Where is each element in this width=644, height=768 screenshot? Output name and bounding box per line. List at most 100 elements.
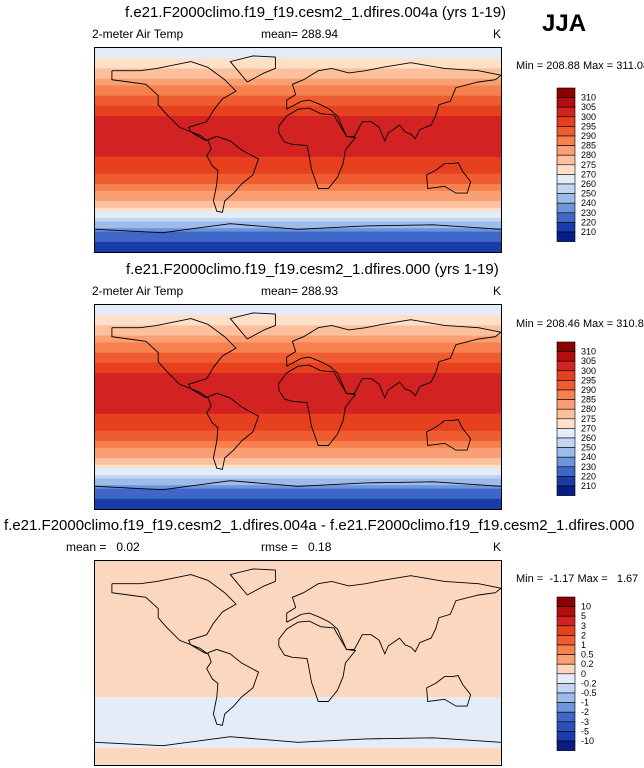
field-band <box>95 352 501 357</box>
field-band <box>95 75 501 80</box>
field-band <box>95 424 501 428</box>
field-band <box>95 629 501 633</box>
colorbar-box <box>556 437 576 448</box>
field-band <box>95 724 501 729</box>
panel-1-field <box>95 48 501 252</box>
field-band <box>95 758 501 763</box>
panel-2-variable: 2-meter Air Temp <box>92 284 184 298</box>
field-band <box>95 58 501 63</box>
field-band <box>95 649 501 654</box>
colorbar-box <box>556 360 576 372</box>
field-band <box>95 751 501 756</box>
field-band <box>95 625 501 630</box>
field-band <box>95 561 501 565</box>
field-band <box>95 727 501 732</box>
field-band <box>95 78 501 83</box>
field-band <box>95 652 501 657</box>
panel-3-units: K <box>493 540 502 554</box>
field-band <box>95 112 501 117</box>
colorbar-tick-label: 260 <box>581 433 596 443</box>
field-band <box>95 669 501 674</box>
field-band <box>95 659 501 664</box>
field-band <box>95 177 501 182</box>
colorbar-tick-label: 310 <box>581 93 596 103</box>
field-band <box>95 201 501 205</box>
field-band <box>95 731 501 735</box>
colorbar-tick-label: 0.2 <box>581 659 594 669</box>
colorbar-box <box>556 740 576 751</box>
field-band <box>95 386 501 391</box>
field-band <box>95 567 501 572</box>
field-band <box>95 403 501 408</box>
field-band <box>95 373 501 377</box>
field-band <box>95 612 501 616</box>
field-band <box>95 204 501 209</box>
field-band <box>95 693 501 698</box>
colorbar-box <box>556 231 576 242</box>
field-band <box>95 359 501 364</box>
colorbar-tick-label: 290 <box>581 385 596 395</box>
field-band <box>95 407 501 411</box>
field-band <box>95 362 501 367</box>
panel-2-minmax: Min = 208.46 Max = 310.84 <box>516 318 644 330</box>
field-band <box>95 714 501 718</box>
colorbar-box <box>556 731 576 742</box>
field-band <box>95 639 501 644</box>
colorbar-box <box>556 711 576 723</box>
panel-3-rmse: rmse = 0.18 <box>261 540 332 554</box>
field-band <box>95 676 501 681</box>
colorbar-box <box>556 456 576 468</box>
field-band <box>95 761 501 765</box>
field-band <box>95 703 501 708</box>
field-band <box>95 605 501 610</box>
field-band <box>95 591 501 596</box>
panel-1-units: K <box>493 27 502 41</box>
field-band <box>95 601 501 606</box>
field-band <box>95 68 501 73</box>
colorbar-box <box>556 389 576 400</box>
field-band <box>95 461 501 466</box>
colorbar-box <box>556 447 576 458</box>
field-band <box>95 598 501 603</box>
field-band <box>95 82 501 86</box>
field-band <box>95 578 501 582</box>
coastline <box>206 648 260 726</box>
colorbar-tick-label: -0.5 <box>581 688 597 698</box>
field-band <box>95 471 501 476</box>
colorbar-tick-label: -2 <box>581 707 589 717</box>
colorbar-tick-label: 275 <box>581 160 596 170</box>
field-band <box>95 458 501 462</box>
field-band <box>95 478 501 483</box>
field-band <box>95 122 501 127</box>
colorbar-box <box>556 673 576 684</box>
colorbar-tick-label: 285 <box>581 395 596 405</box>
field-band <box>95 505 501 509</box>
field-band <box>95 485 501 490</box>
colorbar-box <box>556 193 576 204</box>
field-band <box>95 427 501 432</box>
field-band <box>95 153 501 158</box>
colorbar-box <box>556 476 576 487</box>
field-band <box>95 126 501 131</box>
field-band <box>95 710 501 715</box>
colorbar-tick-label: 275 <box>581 414 596 424</box>
field-band <box>95 315 501 320</box>
field-band <box>95 231 501 236</box>
field-band <box>95 683 501 688</box>
panel-3-field <box>95 561 501 765</box>
colorbar-box <box>556 87 576 98</box>
field-band <box>95 99 501 103</box>
field-band <box>95 393 501 398</box>
field-band <box>95 635 501 640</box>
field-band <box>95 369 501 374</box>
colorbar-box <box>556 135 576 146</box>
panel-1-map <box>94 47 502 253</box>
colorbar-box <box>556 683 576 694</box>
field-band <box>95 318 501 323</box>
field-band <box>95 116 501 120</box>
field-band <box>95 564 501 569</box>
field-band <box>95 673 501 678</box>
field-band <box>95 488 501 493</box>
colorbar-box <box>556 97 576 108</box>
colorbar-box <box>556 164 576 175</box>
